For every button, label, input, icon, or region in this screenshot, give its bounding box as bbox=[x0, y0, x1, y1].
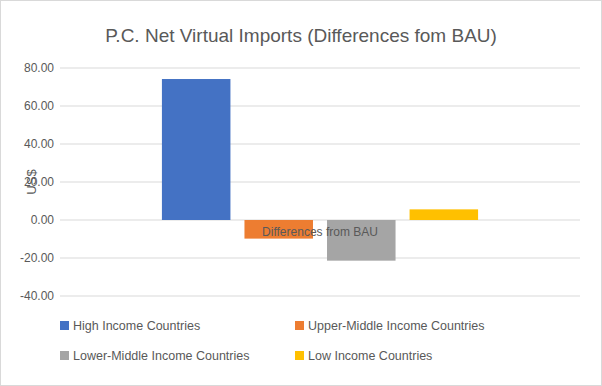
bars bbox=[162, 79, 478, 261]
chart: P.C. Net Virtual Imports (Differences fo… bbox=[0, 0, 602, 386]
y-tick-label: 40.00 bbox=[24, 137, 54, 151]
legend-label: Lower-Middle Income Countries bbox=[73, 349, 249, 363]
y-tick-label: 80.00 bbox=[24, 61, 54, 75]
grid-line bbox=[60, 258, 580, 259]
x-tick-label: Differences from BAU bbox=[262, 225, 378, 239]
legend-swatch bbox=[60, 321, 69, 330]
bar bbox=[410, 209, 479, 220]
grid-line bbox=[60, 296, 580, 297]
bar bbox=[162, 79, 231, 220]
legend-swatch bbox=[60, 351, 69, 360]
legend-label: Low Income Countries bbox=[308, 349, 432, 363]
y-tick-label: 20.00 bbox=[24, 175, 54, 189]
y-tick-label: 60.00 bbox=[24, 99, 54, 113]
legend-swatch bbox=[295, 321, 304, 330]
y-tick-label: -20.00 bbox=[20, 251, 54, 265]
chart-frame bbox=[1, 1, 602, 386]
legend-label: Upper-Middle Income Countries bbox=[308, 319, 484, 333]
y-tick-label: -40.00 bbox=[20, 289, 54, 303]
grid-line bbox=[60, 68, 580, 69]
grid-line bbox=[60, 182, 580, 183]
legend-swatch bbox=[295, 351, 304, 360]
grid-line bbox=[60, 220, 580, 221]
title: P.C. Net Virtual Imports (Differences fo… bbox=[105, 25, 497, 46]
grid-line bbox=[60, 144, 580, 145]
y-tick-label: 0.00 bbox=[31, 213, 55, 227]
legend-label: High Income Countries bbox=[73, 319, 200, 333]
grid-line bbox=[60, 106, 580, 107]
